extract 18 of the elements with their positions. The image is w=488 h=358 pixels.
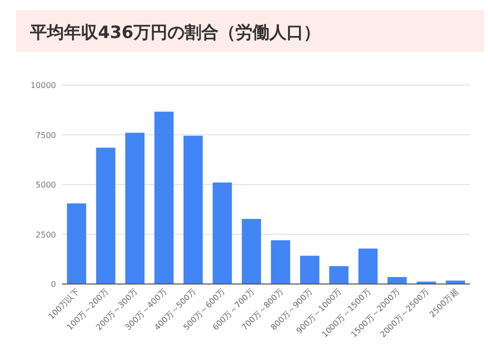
bar [300,256,320,284]
y-tick-label: 0 [50,280,56,289]
y-tick-label: 5000 [36,180,56,190]
chart-title: 平均年収436万円の割合（労働人口） [29,23,320,43]
bar [358,248,378,284]
bar [125,132,144,284]
bar [212,182,232,284]
bar [329,266,348,284]
bar [242,218,262,284]
bar [270,240,290,284]
y-tick-label: 10000 [30,81,56,90]
y-tick-label: 2500 [36,230,56,240]
bar [388,277,407,284]
bar [96,148,116,284]
bar [154,112,174,284]
bar [184,136,203,284]
y-tick-label: 7500 [36,130,56,140]
bar [66,203,86,284]
